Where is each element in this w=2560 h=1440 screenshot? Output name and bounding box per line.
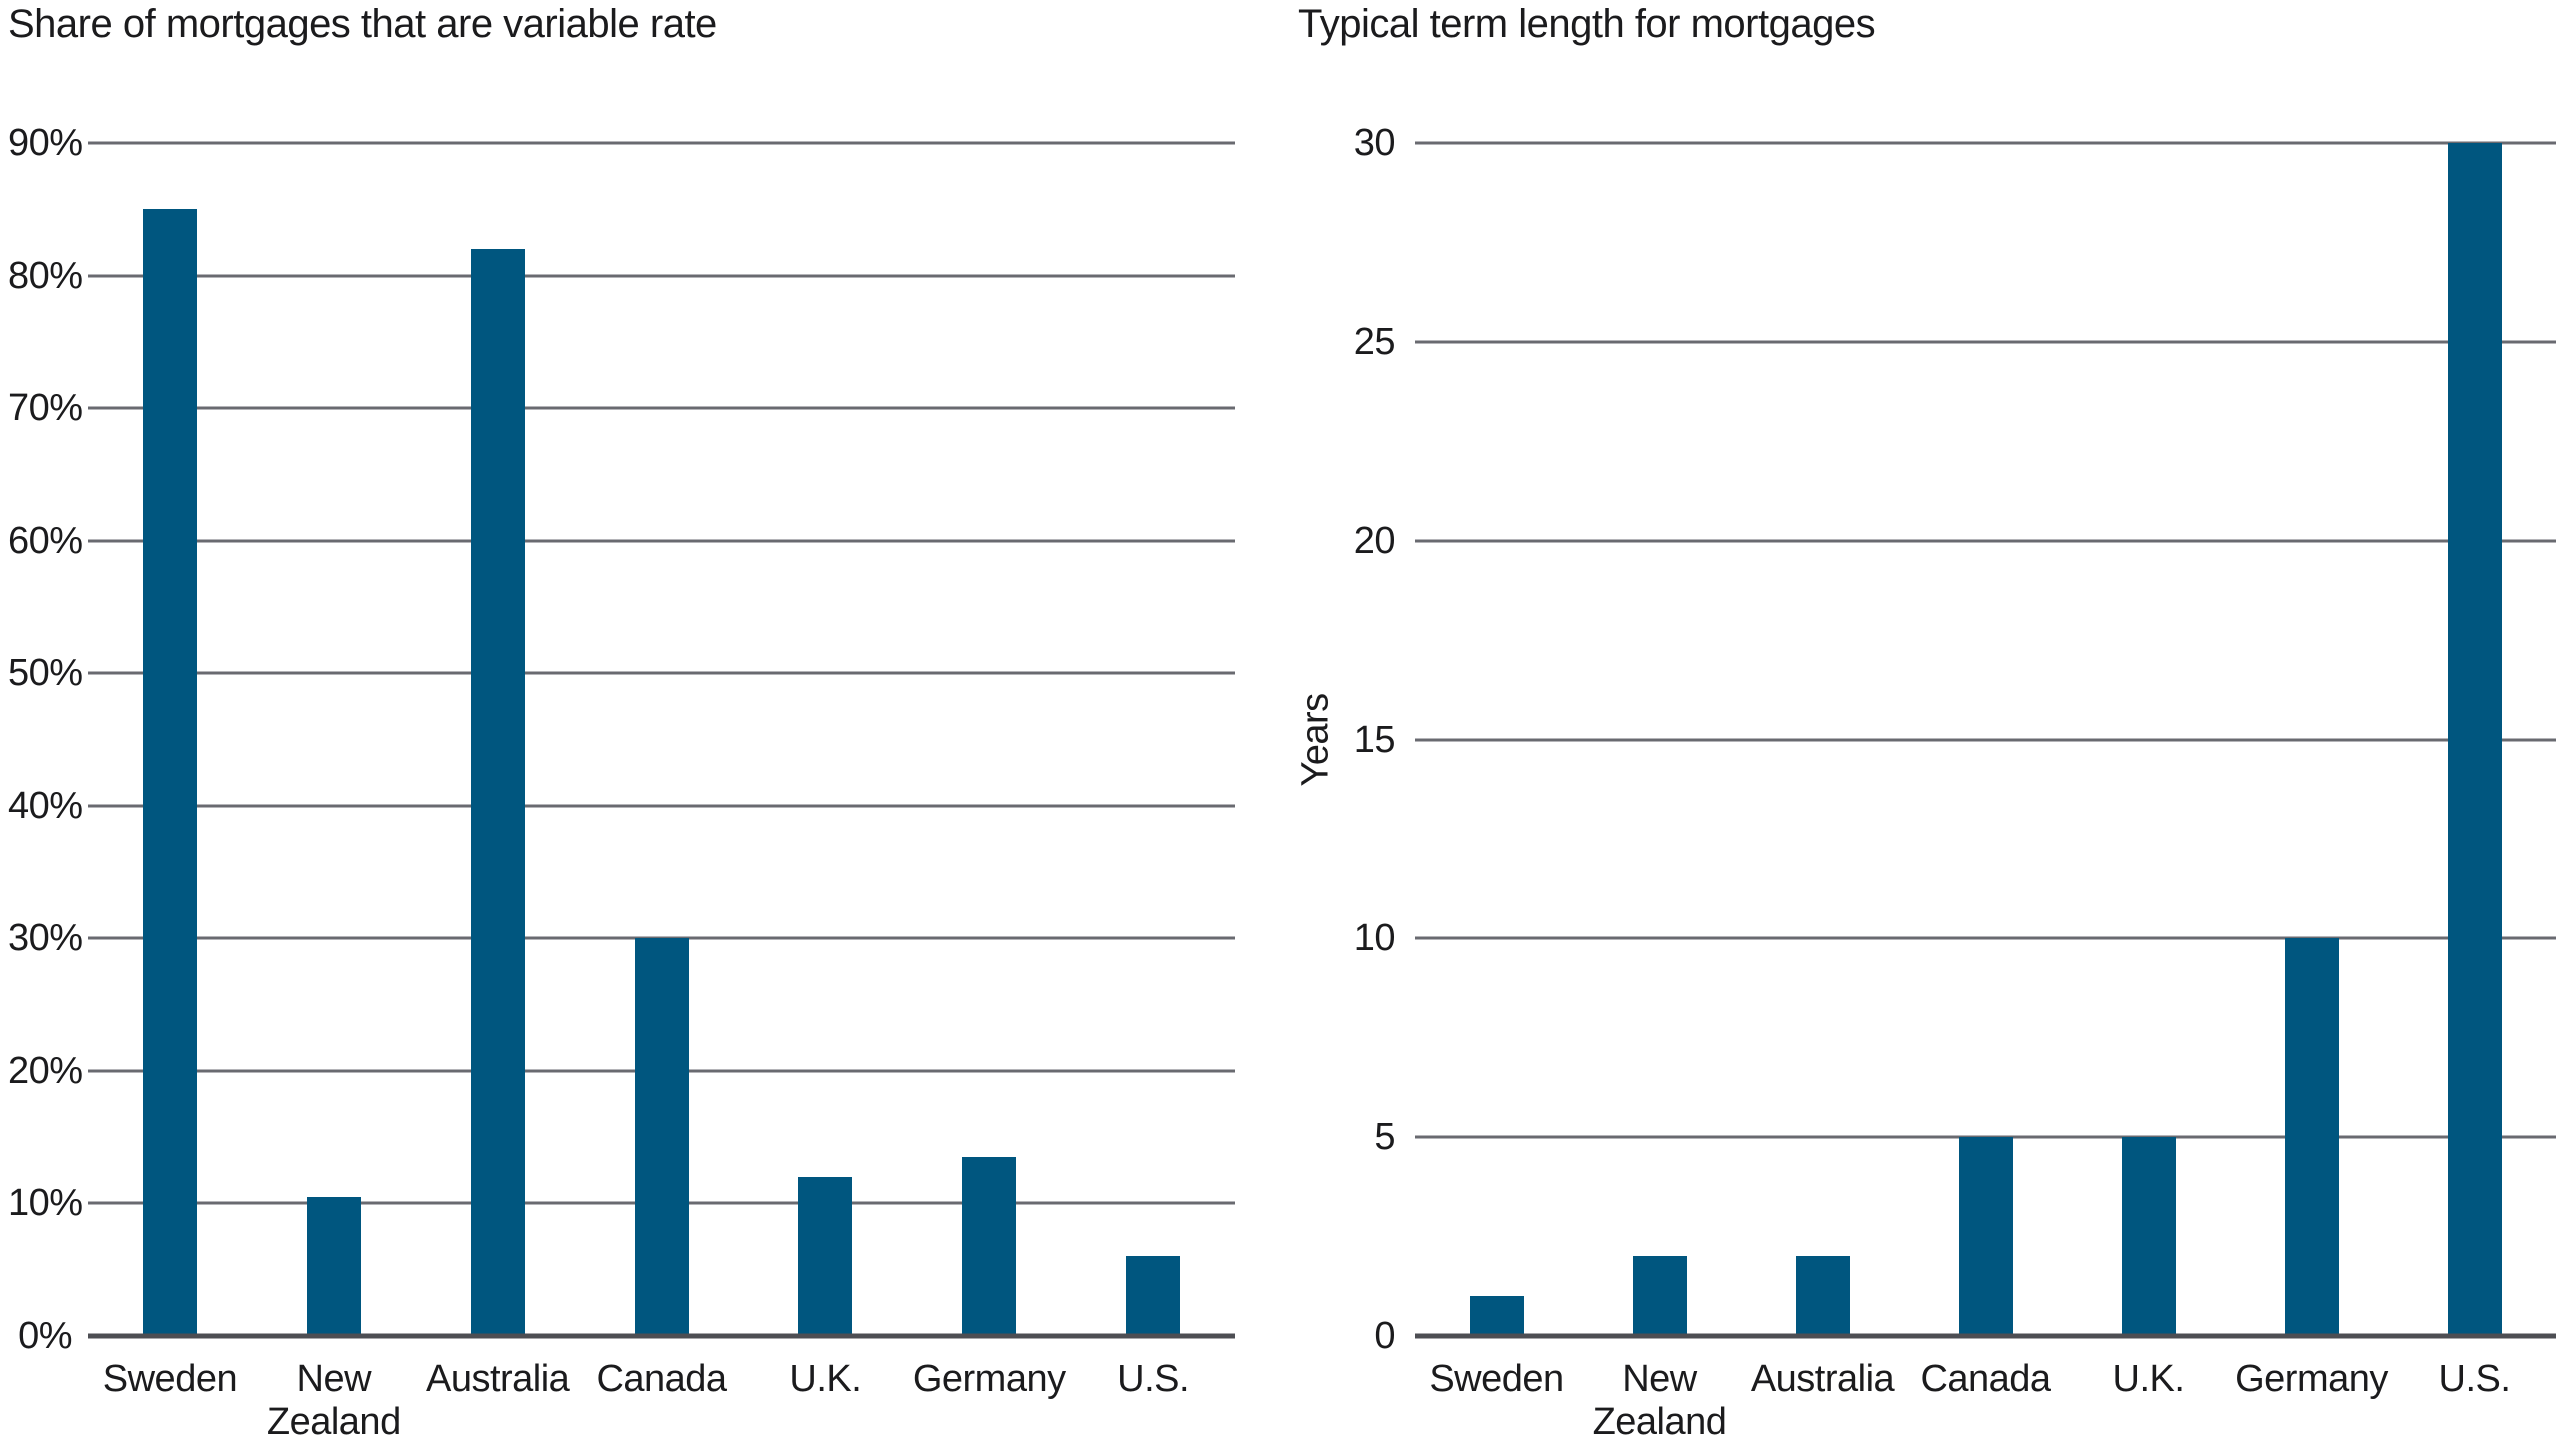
x-axis-category-labels: Sweden New Zealand Australia Canada U.K. Germ… — [1415, 1358, 2556, 1440]
gridline-25 — [1415, 340, 2556, 344]
bar-u-s — [1126, 1256, 1181, 1336]
gridline-50 — [88, 671, 1235, 675]
gridline-40 — [88, 804, 1235, 808]
gridline-80 — [88, 274, 1235, 278]
y-tick-label-15: 15 — [1353, 718, 1396, 761]
bar-germany — [962, 1157, 1017, 1336]
gridline-70 — [88, 406, 1235, 410]
category-label-sweden: Sweden — [102, 1358, 238, 1400]
y-tick-label-0%: 0% — [18, 1315, 72, 1357]
y-tick-label-25: 25 — [1353, 320, 1396, 363]
gridline-20 — [1415, 539, 2556, 543]
chart-title: Share of mortgages that are variable rat… — [8, 2, 717, 46]
category-label-u-k: U.K. — [789, 1358, 862, 1400]
bar-u-s — [2447, 143, 2502, 1336]
bar-band-sweden — [88, 143, 252, 1336]
bar-u-k — [2121, 1137, 2176, 1336]
bar-band-u-s — [1071, 143, 1235, 1336]
y-tick-label-90%: 90% — [8, 122, 83, 164]
bar-band-canada — [580, 143, 744, 1336]
bar-band-australia — [1741, 143, 1904, 1336]
bar-australia — [470, 249, 525, 1336]
category-label-germany: Germany — [2235, 1358, 2388, 1400]
y-tick-label-10: 10 — [1353, 917, 1396, 960]
bars — [1415, 143, 2556, 1336]
bar-band-new-zealand — [252, 143, 416, 1336]
gridline-90 — [88, 141, 1235, 145]
x-axis-category-labels: Sweden New Zealand Australia Canada U.K. Germ… — [88, 1358, 1235, 1440]
category-label-australia: Australia — [425, 1358, 570, 1400]
y-tick-label-30%: 30% — [8, 917, 83, 960]
bar-band-sweden — [1415, 143, 1578, 1336]
x-axis-baseline — [88, 1333, 1235, 1339]
bar-u-k — [798, 1176, 853, 1336]
category-label-canada: Canada — [596, 1358, 727, 1400]
plot-area — [1415, 141, 2556, 1339]
bar-canada — [634, 938, 689, 1336]
category-label-germany: Germany — [912, 1358, 1066, 1400]
category-label-u-k: U.K. — [2112, 1358, 2185, 1400]
bar-sweden — [1469, 1296, 1524, 1336]
plot-area — [88, 141, 1235, 1339]
bar-australia — [1795, 1256, 1850, 1336]
bar-band-germany — [907, 143, 1071, 1336]
bar-band-u-k — [743, 143, 907, 1336]
bar-germany — [2284, 938, 2339, 1336]
bar-band-germany — [2230, 143, 2393, 1336]
gridline-30 — [1415, 141, 2556, 145]
chart-title: Typical term length for mortgages — [1298, 2, 1876, 46]
category-label-canada: Canada — [1920, 1358, 2051, 1400]
bar-band-canada — [1904, 143, 2067, 1336]
y-tick-label-0: 0 — [1374, 1315, 1395, 1357]
y-axis-tick-labels: 90% 80% 70% 60% 50% 40% 30% 20% 10% 0% — [8, 124, 83, 1355]
y-tick-label-70%: 70% — [8, 387, 83, 430]
bar-new-zealand — [306, 1196, 361, 1336]
y-tick-label-40%: 40% — [8, 784, 83, 827]
gridline-10 — [1415, 936, 2556, 940]
y-tick-label-20: 20 — [1353, 519, 1396, 562]
bar-sweden — [142, 209, 197, 1336]
category-label-u-s: U.S. — [1117, 1358, 1190, 1400]
bars — [88, 143, 1235, 1336]
gridline-15 — [1415, 738, 2556, 741]
y-tick-label-20%: 20% — [8, 1049, 83, 1092]
y-tick-label-5: 5 — [1374, 1116, 1395, 1159]
bar-band-u-s — [2393, 143, 2556, 1336]
bar-canada — [1958, 1137, 2013, 1336]
y-axis-tick-labels: 30 25 20 15 10 5 0 — [1295, 124, 1396, 1355]
bar-band-new-zealand — [1578, 143, 1741, 1336]
category-label-australia: Australia — [1750, 1358, 1895, 1400]
y-tick-label-10%: 10% — [8, 1182, 83, 1225]
x-axis-baseline — [1415, 1333, 2556, 1339]
bar-new-zealand — [1632, 1256, 1687, 1336]
category-label-sweden: Sweden — [1429, 1358, 1564, 1400]
y-tick-label-50%: 50% — [8, 652, 83, 695]
bar-band-u-k — [2067, 143, 2230, 1336]
gridline-60 — [88, 539, 1235, 543]
category-label-new-zealand: New Zealand — [1592, 1358, 1727, 1440]
y-tick-label-80%: 80% — [8, 254, 83, 297]
chart-variable-rate-share: Share of mortgages that are variable rat… — [8, 0, 1240, 1440]
category-label-u-s: U.S. — [2438, 1358, 2511, 1400]
category-label-new-zealand: New Zealand — [266, 1358, 401, 1440]
bar-band-australia — [416, 143, 580, 1336]
y-tick-label-30: 30 — [1353, 122, 1396, 164]
y-tick-label-60%: 60% — [8, 519, 83, 562]
chart-typical-term-length: Typical term length for mortgages Years … — [1295, 0, 2560, 1440]
